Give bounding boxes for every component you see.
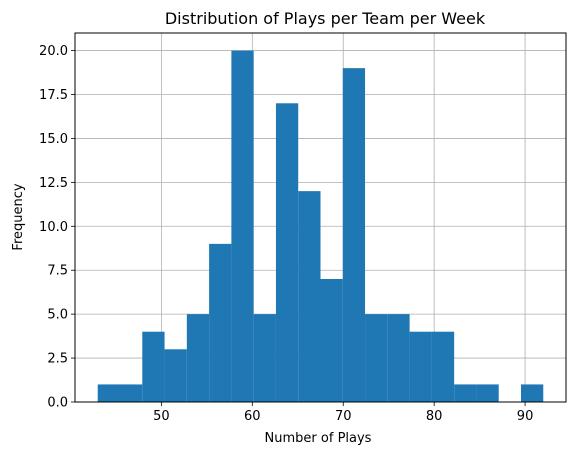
y-axis-ticks: 0.0 2.5 5.0 7.5 10.0 12.5 15.0 17.5 20.0: [39, 44, 75, 411]
chart-title: Distribution of Plays per Team per Week: [165, 9, 486, 28]
histogram-bar: [520, 384, 544, 402]
y-tick-label: 15.0: [39, 132, 68, 147]
plot-frame: [74, 32, 567, 403]
histogram-bar: [365, 314, 388, 402]
histogram-bar: [275, 103, 299, 403]
y-tick-label: 2.5: [47, 352, 68, 367]
histogram-bar: [320, 279, 343, 402]
x-tick-label: 60: [244, 409, 261, 424]
histogram-bar: [409, 331, 432, 402]
y-tick-label: 17.5: [39, 88, 68, 103]
y-tick-label: 10.0: [39, 220, 68, 235]
histogram-bar: [120, 384, 143, 402]
histogram-bar: [476, 384, 499, 402]
x-tick-label: 70: [335, 409, 352, 424]
histogram-bar: [164, 349, 187, 402]
x-tick-label: 80: [426, 409, 443, 424]
x-axis-ticks: 50 60 70 80 90: [153, 402, 533, 424]
y-tick-label: 0.0: [47, 396, 68, 411]
histogram-bar: [186, 314, 210, 402]
y-tick-label: 20.0: [39, 44, 68, 59]
histogram-bar: [342, 68, 366, 403]
y-tick-label: 12.5: [39, 176, 68, 191]
histogram-bar: [231, 50, 254, 402]
histogram-bar: [387, 314, 410, 402]
histogram-bar: [253, 314, 276, 402]
histogram-bar: [298, 191, 321, 402]
histogram-bar: [209, 243, 232, 402]
x-tick-label: 90: [517, 409, 534, 424]
histogram-bar: [431, 331, 455, 402]
x-axis-label: Number of Plays: [265, 431, 372, 446]
histogram-bar: [142, 331, 165, 402]
y-tick-label: 5.0: [47, 308, 68, 323]
y-axis-label: Frequency: [11, 183, 26, 250]
y-tick-label: 7.5: [47, 264, 68, 279]
histogram-bar: [454, 384, 477, 402]
histogram-bar: [97, 384, 121, 402]
histogram-bars: [97, 50, 544, 403]
x-tick-label: 50: [153, 409, 170, 424]
